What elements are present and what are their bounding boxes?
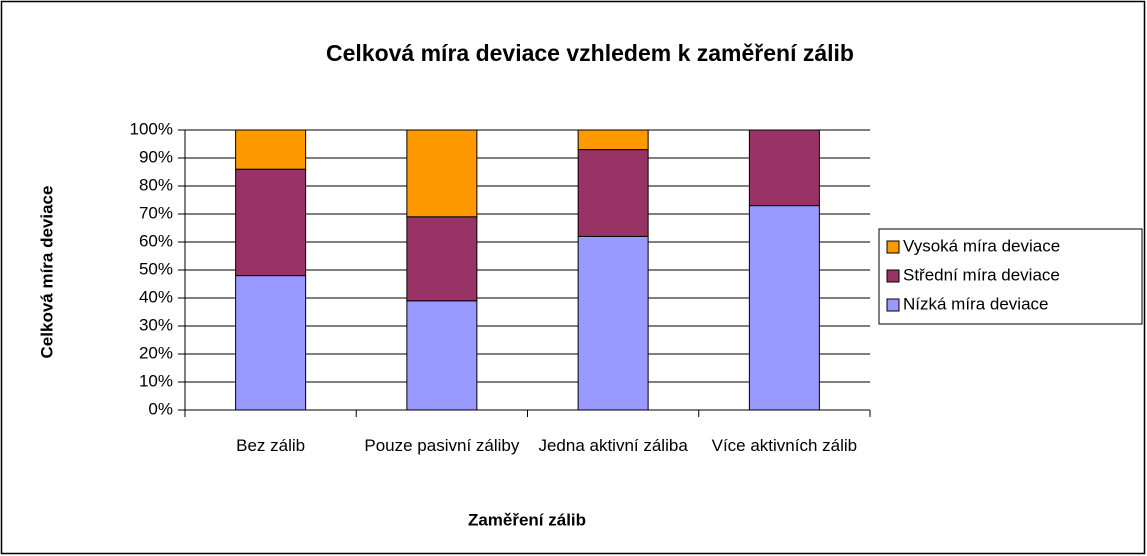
legend-marker	[886, 269, 900, 283]
bar-segment	[235, 168, 307, 277]
bar-segment	[748, 129, 820, 207]
y-tick-label: 0%	[148, 399, 173, 418]
bar-segment	[406, 129, 478, 218]
bar-segment	[406, 216, 478, 302]
bar-segment	[577, 129, 649, 151]
chart-title: Celková míra deviace vzhledem k zaměření…	[326, 40, 854, 66]
bar-segment	[748, 205, 820, 411]
x-tick-label: Pouze pasivní záliby	[364, 436, 520, 455]
bar-segment	[406, 300, 478, 411]
x-tick-label: Více aktivních zálib	[711, 436, 858, 455]
x-axis-label: Zaměření zálib	[468, 510, 586, 529]
y-tick-label: 80%	[139, 175, 173, 194]
bar-segment	[577, 235, 649, 411]
legend-label: Nízká míra deviace	[903, 294, 1049, 313]
y-tick-label: 10%	[139, 371, 173, 390]
legend-box	[878, 228, 1143, 325]
y-tick-label: 90%	[139, 147, 173, 166]
legend-label: Střední míra deviace	[903, 265, 1060, 284]
y-axis-label: Celková míra deviace	[37, 186, 56, 359]
y-tick-label: 60%	[139, 231, 173, 250]
y-tick-label: 40%	[139, 287, 173, 306]
x-tick-label: Bez zálib	[236, 436, 306, 455]
y-tick-label: 20%	[139, 343, 173, 362]
legend-marker	[886, 240, 900, 254]
y-tick-label: 100%	[130, 119, 173, 138]
y-tick-label: 50%	[139, 259, 173, 278]
x-tick-label: Jedna aktivní záliba	[538, 436, 688, 455]
y-tick-label: 30%	[139, 315, 173, 334]
bar-segment	[235, 129, 307, 170]
bar-segment	[577, 149, 649, 237]
legend-label: Vysoká míra deviace	[903, 236, 1060, 255]
legend-marker	[886, 298, 900, 312]
bar-segment	[235, 275, 307, 411]
y-tick-label: 70%	[139, 203, 173, 222]
